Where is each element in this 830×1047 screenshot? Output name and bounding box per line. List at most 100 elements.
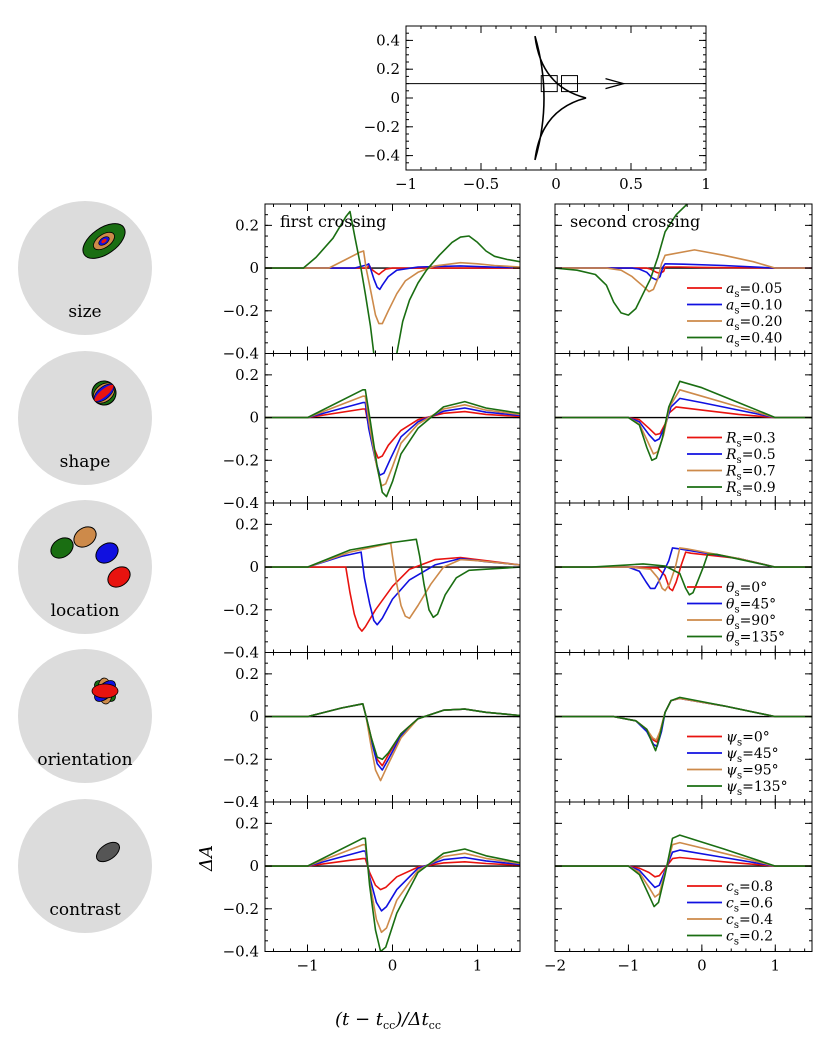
series-shape-3 [265,389,520,498]
series-shape-2 [265,395,520,487]
source-disc [18,649,152,783]
icon-label-location: location [51,601,120,621]
x-tick-label: 1 [701,175,711,193]
y-tick-label: −0.2 [223,900,259,918]
source-disc [18,351,152,485]
series-size-3 [555,204,688,316]
y-tick-label: −0.4 [223,943,259,961]
legend-entry: ψs=135° [726,779,788,798]
series-orientation-1 [555,697,812,748]
panel-location-first: −0.4 −0.2 0 0.2 [223,502,521,662]
legend-shape: Rs=0.3Rs=0.5Rs=0.7Rs=0.9 [687,431,776,499]
y-tick-label: 0 [390,89,400,107]
location-ellipse-0 [50,537,74,559]
series-orientation-2 [265,703,520,782]
source-box-0 [540,75,558,93]
icon-shape: shape [18,351,152,485]
y-tick-label: −0.2 [223,750,259,768]
y-tick-label: −0.4 [223,644,259,662]
x-tick-label: 1 [473,957,483,975]
legend-entry: cs=0.2 [726,929,773,948]
panel-content [555,380,812,462]
panel-size-first: −0.4 −0.2 0 0.2 first crossing [223,203,521,363]
panel-content [265,703,520,782]
legend-contrast: cs=0.8cs=0.6cs=0.4cs=0.2 [687,879,773,948]
caustic-frame [405,25,707,171]
y-tick-label: 0 [249,259,259,277]
location-ellipse-3 [107,566,131,588]
y-tick-label: 0 [249,409,259,427]
size-ellipses [82,223,126,259]
contrast-ellipse [96,841,120,863]
y-tick-label: 0.2 [235,366,259,384]
series-contrast-1 [555,849,812,889]
y-tick-label: −0.4 [223,345,259,363]
caustic-content [406,35,706,161]
legend-location: θs=0°θs=45°θs=90°θs=135° [687,580,785,649]
icon-label-orientation: orientation [37,750,132,770]
series-orientation-2 [555,697,812,741]
column-title-first: first crossing [280,212,386,231]
x-tick-label: 0 [697,957,707,975]
legend-entry: cs=0.6 [726,896,773,915]
legend-entry: Rs=0.9 [725,480,776,499]
legend-entry: θs=0° [726,580,767,599]
series-location-3 [555,553,812,596]
icon-label-contrast: contrast [49,900,121,920]
x-tick-label: −1 [617,957,639,975]
icon-size: size [18,201,152,335]
orientation-ellipse-3 [91,683,119,699]
panel-content [265,210,520,354]
legend-entry: ψs=45° [726,746,779,765]
series-contrast-0 [555,856,812,878]
panel-content [265,837,520,952]
legend-entry: θs=90° [726,613,776,632]
y-axis-label: ΔA [196,845,217,872]
legend-orientation: ψs=0°ψs=45°ψs=95°ψs=135° [687,730,788,798]
source-box-1 [561,75,578,93]
series-location-3 [265,538,520,619]
y-tick-label: −0.2 [223,302,259,320]
panel-frame [264,801,521,952]
light-curve-panels: −0.4 −0.2 0 0.2 first crossing second crossin… [223,203,813,975]
y-tick-label: 0.2 [235,216,259,234]
icon-location: location [18,500,152,634]
series-size-3-tail [396,235,520,354]
panel-size-second: second crossing as=0.05as=0.10as=0.20as=0… [554,203,813,354]
series-contrast-3 [265,837,520,952]
panel-frame [264,502,521,653]
panel-content [555,547,812,596]
series-shape-0 [265,408,520,459]
panel-contrast-second: −2 −1 0 1 cs=0.8cs=0.6cs=0.4cs=0.2 [544,801,813,975]
ellipse-red [101,238,107,244]
y-tick-label: −0.4 [364,147,400,165]
panel-shape-second: Rs=0.3Rs=0.5Rs=0.7Rs=0.9 [554,353,813,504]
caustic-plot: −1 −0.5 0 0.5 1 −0.4 −0.2 0 0.2 0.4 [364,25,711,193]
x-tick-label: −0.5 [463,175,499,193]
series-location-1 [265,551,520,626]
caustic-curve [534,35,587,161]
series-orientation-0 [555,697,812,743]
legend-entry: Rs=0.3 [725,431,776,450]
y-tick-label: −0.2 [223,451,259,469]
series-orientation-1 [265,703,520,771]
legend-entry: ψs=95° [726,763,779,782]
y-tick-label: 0 [249,558,259,576]
legend-entry: θs=135° [726,630,785,649]
ellipse-red [94,384,114,402]
series-size-0 [555,266,812,275]
panel-content [265,538,520,632]
legend-entry: as=0.05 [726,281,782,300]
y-tick-label: 0.2 [235,814,259,832]
y-tick-label: −0.2 [364,118,400,136]
column-title-second: second crossing [570,212,700,231]
series-contrast-0 [265,857,520,891]
x-tick-label: 0 [388,957,398,975]
x-axis-label: (t − tcc)/Δtcc [335,1009,441,1032]
series-size-2 [265,250,520,325]
panel-content [265,389,520,498]
series-orientation-3 [555,696,812,752]
x-tick-label: −2 [544,957,566,975]
